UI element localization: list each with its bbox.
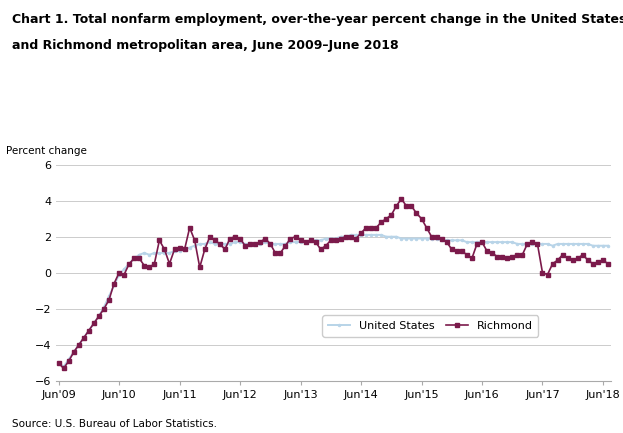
Richmond bbox=[579, 252, 586, 257]
United States bbox=[327, 236, 335, 241]
Line: Richmond: Richmond bbox=[57, 197, 610, 370]
Richmond bbox=[453, 249, 460, 254]
United States bbox=[453, 238, 460, 243]
United States bbox=[312, 238, 320, 243]
United States bbox=[347, 233, 354, 238]
Richmond bbox=[327, 238, 335, 243]
Legend: United States, Richmond: United States, Richmond bbox=[322, 315, 538, 336]
Richmond bbox=[221, 247, 229, 252]
United States bbox=[221, 241, 229, 246]
United States bbox=[60, 364, 67, 369]
United States bbox=[604, 243, 612, 249]
Richmond bbox=[604, 261, 612, 266]
Richmond bbox=[599, 258, 607, 263]
Text: Source: U.S. Bureau of Labor Statistics.: Source: U.S. Bureau of Labor Statistics. bbox=[12, 419, 217, 429]
Richmond bbox=[397, 196, 405, 201]
United States bbox=[579, 241, 586, 246]
United States bbox=[599, 243, 607, 249]
Text: and Richmond metropolitan area, June 2009–June 2018: and Richmond metropolitan area, June 200… bbox=[12, 39, 399, 52]
Richmond bbox=[55, 360, 62, 365]
Line: United States: United States bbox=[57, 233, 609, 368]
Richmond bbox=[312, 239, 320, 245]
Text: Chart 1. Total nonfarm employment, over-the-year percent change in the United St: Chart 1. Total nonfarm employment, over-… bbox=[12, 13, 623, 26]
United States bbox=[55, 360, 62, 365]
Text: Percent change: Percent change bbox=[6, 146, 87, 156]
Richmond bbox=[60, 366, 67, 371]
